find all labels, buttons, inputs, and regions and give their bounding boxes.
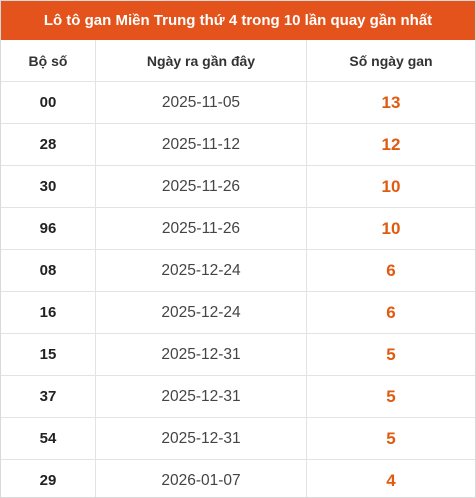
cell-so-ngay-gan: 5 (306, 417, 475, 460)
table-row: 28 2025-11-12 12 (1, 123, 475, 166)
cell-ngay-ra: 2026-01-07 (95, 459, 307, 497)
cell-bo-so: 30 (1, 165, 96, 208)
table-row: 16 2025-12-24 6 (1, 291, 475, 334)
table-row: 15 2025-12-31 5 (1, 333, 475, 376)
table-row: 30 2025-11-26 10 (1, 165, 475, 208)
table-row: 08 2025-12-24 6 (1, 249, 475, 292)
cell-ngay-ra: 2025-12-24 (95, 291, 307, 334)
header-so-ngay-gan: Số ngày gan (306, 40, 475, 82)
cell-bo-so: 08 (1, 249, 96, 292)
cell-so-ngay-gan: 6 (306, 291, 475, 334)
cell-so-ngay-gan: 10 (306, 165, 475, 208)
cell-so-ngay-gan: 4 (386, 470, 396, 490)
cell-so-ngay-gan: 12 (306, 123, 475, 166)
table-body: 00 2025-11-05 13 28 2025-11-12 12 30 202… (1, 81, 475, 497)
table-row: 00 2025-11-05 13 (1, 81, 475, 124)
cell-bo-so: 00 (1, 81, 96, 124)
cell-ngay-ra: 2025-12-31 (95, 375, 307, 418)
cell-bo-so: 96 (1, 207, 96, 250)
cell-so-ngay-gan: 10 (306, 207, 475, 250)
cell-ngay-ra: 2025-12-31 (95, 333, 307, 376)
table-header-row: Bộ số Ngày ra gần đây Số ngày gan (1, 40, 475, 82)
table-row: 54 2025-12-31 5 (1, 417, 475, 460)
cell-bo-so: 28 (1, 123, 96, 166)
cell-bo-so: 16 (1, 291, 96, 334)
panel-title: Lô tô gan Miền Trung thứ 4 trong 10 lần … (1, 1, 475, 40)
lo-gan-table: Bộ số Ngày ra gần đây Số ngày gan 00 202… (1, 40, 475, 497)
table-row: 37 2025-12-31 5 (1, 375, 475, 418)
cell-bo-so: 29 (1, 459, 96, 497)
cell-ngay-ra: 2025-12-31 (95, 417, 307, 460)
cell-ngay-ra: 2025-12-24 (95, 249, 307, 292)
cell-ngay-ra: 2025-11-26 (95, 165, 307, 208)
table-row: 96 2025-11-26 10 (1, 207, 475, 250)
cell-so-ngay-gan: 5 (306, 375, 475, 418)
cell-bo-so: 37 (1, 375, 96, 418)
header-bo-so: Bộ số (1, 40, 96, 82)
cell-ngay-ra: 2025-11-26 (95, 207, 307, 250)
cell-bo-so: 15 (1, 333, 96, 376)
cell-ngay-ra: 2025-11-12 (95, 123, 307, 166)
cell-ngay-ra: 2025-11-05 (95, 81, 307, 124)
cell-so-ngay-gan: 6 (306, 249, 475, 292)
cell-so-ngay-gan: 13 (306, 81, 475, 124)
header-ngay-ra: Ngày ra gần đây (95, 40, 307, 82)
cell-so-ngay-gan: 5 (306, 333, 475, 376)
cell-bo-so: 54 (1, 417, 96, 460)
table-row: 29 2026-01-07 4 (1, 459, 475, 497)
